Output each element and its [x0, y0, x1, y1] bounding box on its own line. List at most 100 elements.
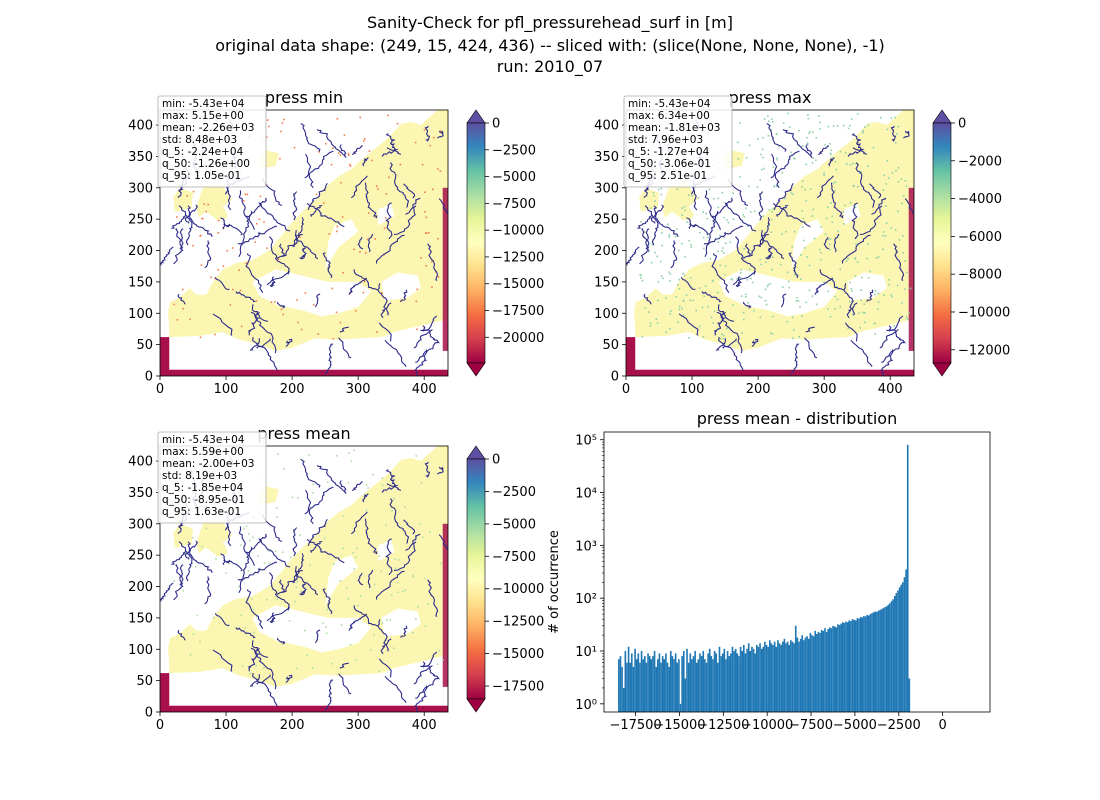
speckle: [299, 534, 301, 537]
speckle: [827, 238, 830, 241]
speckle: [252, 536, 254, 539]
y-tick-label: 400: [594, 119, 619, 134]
speckle: [677, 249, 680, 252]
map-frame: [625, 109, 915, 377]
stats-line: max: 5.59e+00: [162, 446, 244, 458]
speckle: [765, 261, 767, 264]
speckle: [363, 138, 366, 140]
river-46: [185, 541, 193, 582]
sea-5: [193, 211, 217, 242]
speckle: [641, 279, 644, 282]
colorbar: [466, 122, 486, 364]
speckle: [652, 191, 655, 194]
boundary-band-bottom: [626, 369, 914, 376]
island-4: [239, 297, 250, 311]
speckle: [359, 595, 362, 597]
speckle: [429, 144, 431, 147]
speckle: [641, 335, 644, 338]
speckle: [431, 286, 433, 289]
speckle: [767, 283, 770, 286]
histogram-bar: [816, 633, 818, 712]
speckle: [815, 136, 818, 139]
histogram-bar: [695, 662, 698, 712]
histogram-bar: [704, 659, 706, 712]
river-84: [637, 214, 653, 229]
y-tick-label: 50: [602, 338, 619, 353]
river-28: [348, 613, 368, 631]
river-38: [299, 582, 307, 596]
speckle: [849, 202, 852, 204]
speckle: [312, 483, 314, 486]
histogram-bar: [639, 662, 641, 712]
speckle: [750, 250, 753, 252]
speckle: [391, 510, 393, 512]
speckle: [801, 180, 804, 182]
histogram-bar: [848, 620, 851, 712]
speckle: [721, 191, 724, 194]
river-47: [717, 304, 735, 322]
colorbar-tick-label: −7500: [492, 197, 536, 212]
river-6: [322, 252, 333, 279]
histogram-bar: [768, 640, 771, 712]
speckle: [268, 550, 271, 553]
speckle: [371, 159, 373, 162]
histogram-bar: [744, 653, 747, 712]
y-tick-label: 10²: [575, 592, 597, 607]
speckle: [722, 338, 724, 340]
speckle: [640, 220, 642, 223]
histogram-bar: [887, 604, 890, 712]
speckle: [849, 281, 851, 284]
sea-3: [381, 272, 421, 301]
colorbar-tick-label: −17500: [492, 680, 544, 695]
speckle: [194, 565, 197, 568]
histogram-bar: [835, 627, 838, 712]
speckle: [374, 238, 376, 240]
speckle: [297, 497, 299, 499]
speckle: [834, 189, 836, 192]
river-78: [830, 182, 844, 219]
river-25: [823, 236, 830, 250]
speckle: [367, 487, 369, 489]
river-89: [252, 336, 278, 371]
speckle: [192, 244, 194, 247]
speckle: [844, 204, 846, 207]
y-tick-label: 150: [594, 275, 619, 290]
river-21: [307, 518, 328, 547]
speckle: [866, 242, 869, 245]
speckle: [895, 133, 898, 135]
speckle: [326, 608, 329, 611]
histogram-bar: [669, 650, 672, 712]
speckle: [762, 215, 764, 217]
speckle: [832, 156, 834, 159]
river-85: [385, 538, 393, 576]
histogram-bar: [905, 569, 907, 712]
speckle: [657, 280, 660, 283]
histogram-bar: [666, 662, 669, 712]
river-75: [384, 675, 407, 703]
speckle: [855, 243, 857, 246]
river-71: [437, 130, 444, 139]
river-13: [385, 133, 396, 151]
speckle: [823, 174, 825, 177]
river-29: [247, 647, 260, 672]
speckle: [423, 577, 426, 580]
colorbar-extend-top: [466, 109, 486, 124]
histogram-bar: [627, 646, 630, 712]
speckle: [192, 190, 195, 193]
speckle: [855, 162, 857, 165]
speckle: [416, 288, 419, 291]
river-35: [380, 638, 392, 655]
river-24: [389, 498, 410, 544]
speckle: [301, 559, 303, 561]
boundary-band-bottom: [160, 369, 448, 376]
speckle: [249, 539, 251, 542]
speckle: [654, 200, 656, 202]
sea-6: [377, 203, 395, 226]
speckle: [412, 576, 415, 578]
river-1: [626, 246, 640, 266]
speckle: [768, 209, 771, 211]
river-37: [701, 291, 722, 303]
river-3: [220, 217, 226, 229]
histogram-bar: [692, 656, 695, 712]
speckle: [902, 235, 904, 237]
